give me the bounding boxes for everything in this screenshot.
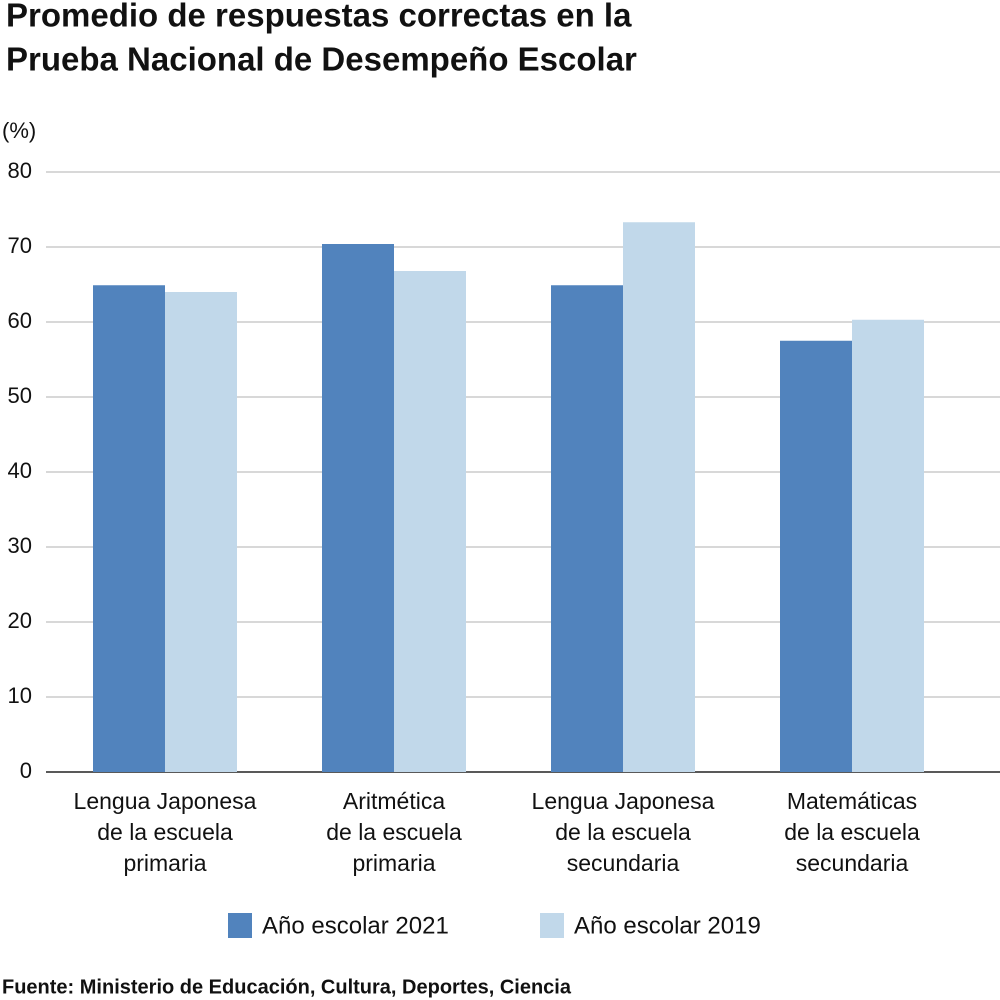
bar [780,340,852,772]
legend-swatch [228,913,252,938]
x-tick-label: Matemáticas [787,788,917,814]
x-tick-label: secundaria [796,850,909,876]
x-tick-label: primaria [352,850,435,876]
y-tick-label: 10 [8,683,32,708]
x-tick-label: de la escuela [784,819,920,845]
x-tick-label: Aritmética [343,788,445,814]
legend-label: Año escolar 2021 [262,912,449,939]
x-tick-label: de la escuela [97,819,233,845]
bar [852,319,924,772]
bar [551,285,623,772]
bar [93,285,165,772]
y-tick-label: 40 [8,458,32,483]
y-tick-label: 0 [20,758,32,783]
x-tick-label: Lengua Japonesa [532,788,715,814]
bar [394,271,466,772]
source: Fuente: Ministerio de Educación, Cultura… [2,976,572,998]
x-tick-label: de la escuela [326,819,462,845]
y-tick-label: 50 [8,383,32,408]
y-tick-label: 70 [8,233,32,258]
y-tick-label: 60 [8,308,32,333]
bar [322,244,394,772]
x-tick-label: de la escuela [555,819,691,845]
legend-label: Año escolar 2019 [574,912,761,939]
y-tick-label: 80 [8,158,32,183]
bar [623,222,695,772]
chart-title: Promedio de respuestas correctas en la [6,0,632,34]
x-tick-label: secundaria [567,850,680,876]
bar [165,292,237,772]
y-tick-label: 20 [8,608,32,633]
x-tick-label: Lengua Japonesa [74,788,257,814]
chart-title: Prueba Nacional de Desempeño Escolar [6,41,637,78]
x-tick-label: primaria [123,850,206,876]
legend-swatch [540,913,564,938]
y-axis-label: (%) [2,118,36,143]
y-tick-label: 30 [8,533,32,558]
